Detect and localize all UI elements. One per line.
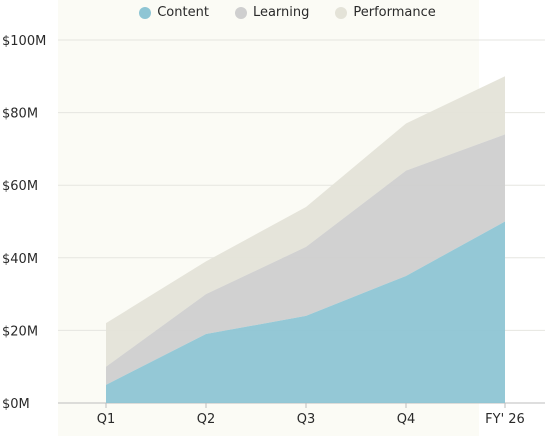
legend-swatch-content [139, 6, 152, 19]
x-tick-label: Q2 [197, 412, 216, 427]
chart-legend: Content Learning Performance [0, 5, 545, 23]
x-tick-label: Q3 [297, 412, 316, 427]
area-series-learning [106, 134, 505, 385]
legend-item-content[interactable]: Content [139, 5, 209, 20]
x-tick-label: FY' 26 [485, 412, 525, 427]
legend-item-performance[interactable]: Performance [335, 5, 436, 20]
area-series-content [106, 221, 505, 403]
y-tick-label: $100M [2, 34, 46, 49]
area-series-performance [106, 76, 505, 367]
y-tick-label: $60M [2, 179, 38, 194]
legend-swatch-learning [234, 6, 247, 19]
y-tick-label: $40M [2, 252, 38, 267]
y-tick-label: $80M [2, 107, 38, 122]
x-tick-label: Q1 [97, 412, 116, 427]
legend-label-content: Content [157, 5, 209, 20]
legend-swatch-performance [335, 6, 348, 19]
y-tick-label: $20M [2, 324, 38, 339]
y-tick-label: $0M [2, 397, 30, 412]
x-tick-label: Q4 [397, 412, 416, 427]
legend-label-learning: Learning [252, 5, 310, 20]
legend-item-learning[interactable]: Learning [234, 5, 310, 20]
legend-label-performance: Performance [353, 5, 436, 20]
